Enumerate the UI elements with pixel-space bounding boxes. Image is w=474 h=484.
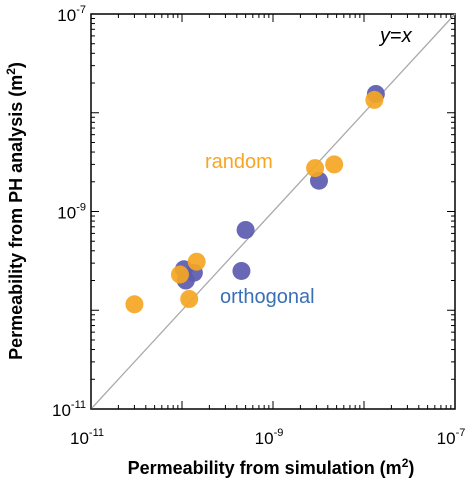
- x-tick-label: 10-7: [437, 427, 466, 448]
- y-tick-label: 10-7: [57, 4, 86, 25]
- x-axis-title: Permeability from simulation (m2): [128, 456, 415, 478]
- y-axis-title-sup: 2: [4, 68, 18, 75]
- y-axis-title: Permeability from PH analysis (m2): [4, 62, 26, 360]
- y-axis-title-close: ): [6, 62, 26, 68]
- data-point-random: [125, 295, 144, 314]
- data-point-random: [180, 289, 199, 308]
- identity-label-eq: =: [390, 25, 402, 47]
- x-tick-label: 10-11: [70, 427, 104, 448]
- data-point-random: [306, 159, 325, 178]
- identity-line: [90, 13, 456, 410]
- data-point-random: [325, 155, 344, 174]
- data-point-random: [187, 252, 206, 271]
- data-point-orthogonal: [232, 261, 251, 280]
- x-axis-title-close: ): [408, 458, 414, 478]
- y-tick-label: 10-9: [57, 202, 86, 223]
- data-point-random: [170, 265, 189, 284]
- series-label-orthogonal: orthogonal: [220, 286, 315, 308]
- identity-label-x: x: [401, 25, 413, 47]
- y-tick-label: 10-11: [52, 399, 86, 420]
- data-point-random: [365, 90, 384, 109]
- series-label-random: random: [205, 151, 273, 173]
- x-axis-title-sup: 2: [402, 456, 409, 470]
- data-point-orthogonal: [236, 220, 255, 239]
- y-axis-title-text: Permeability from PH analysis (m: [6, 75, 26, 360]
- identity-label-y: y: [378, 25, 391, 47]
- x-axis-title-text: Permeability from simulation (m: [128, 458, 402, 478]
- x-tick-label: 10-9: [255, 427, 284, 448]
- identity-line-label: y=x: [378, 25, 413, 47]
